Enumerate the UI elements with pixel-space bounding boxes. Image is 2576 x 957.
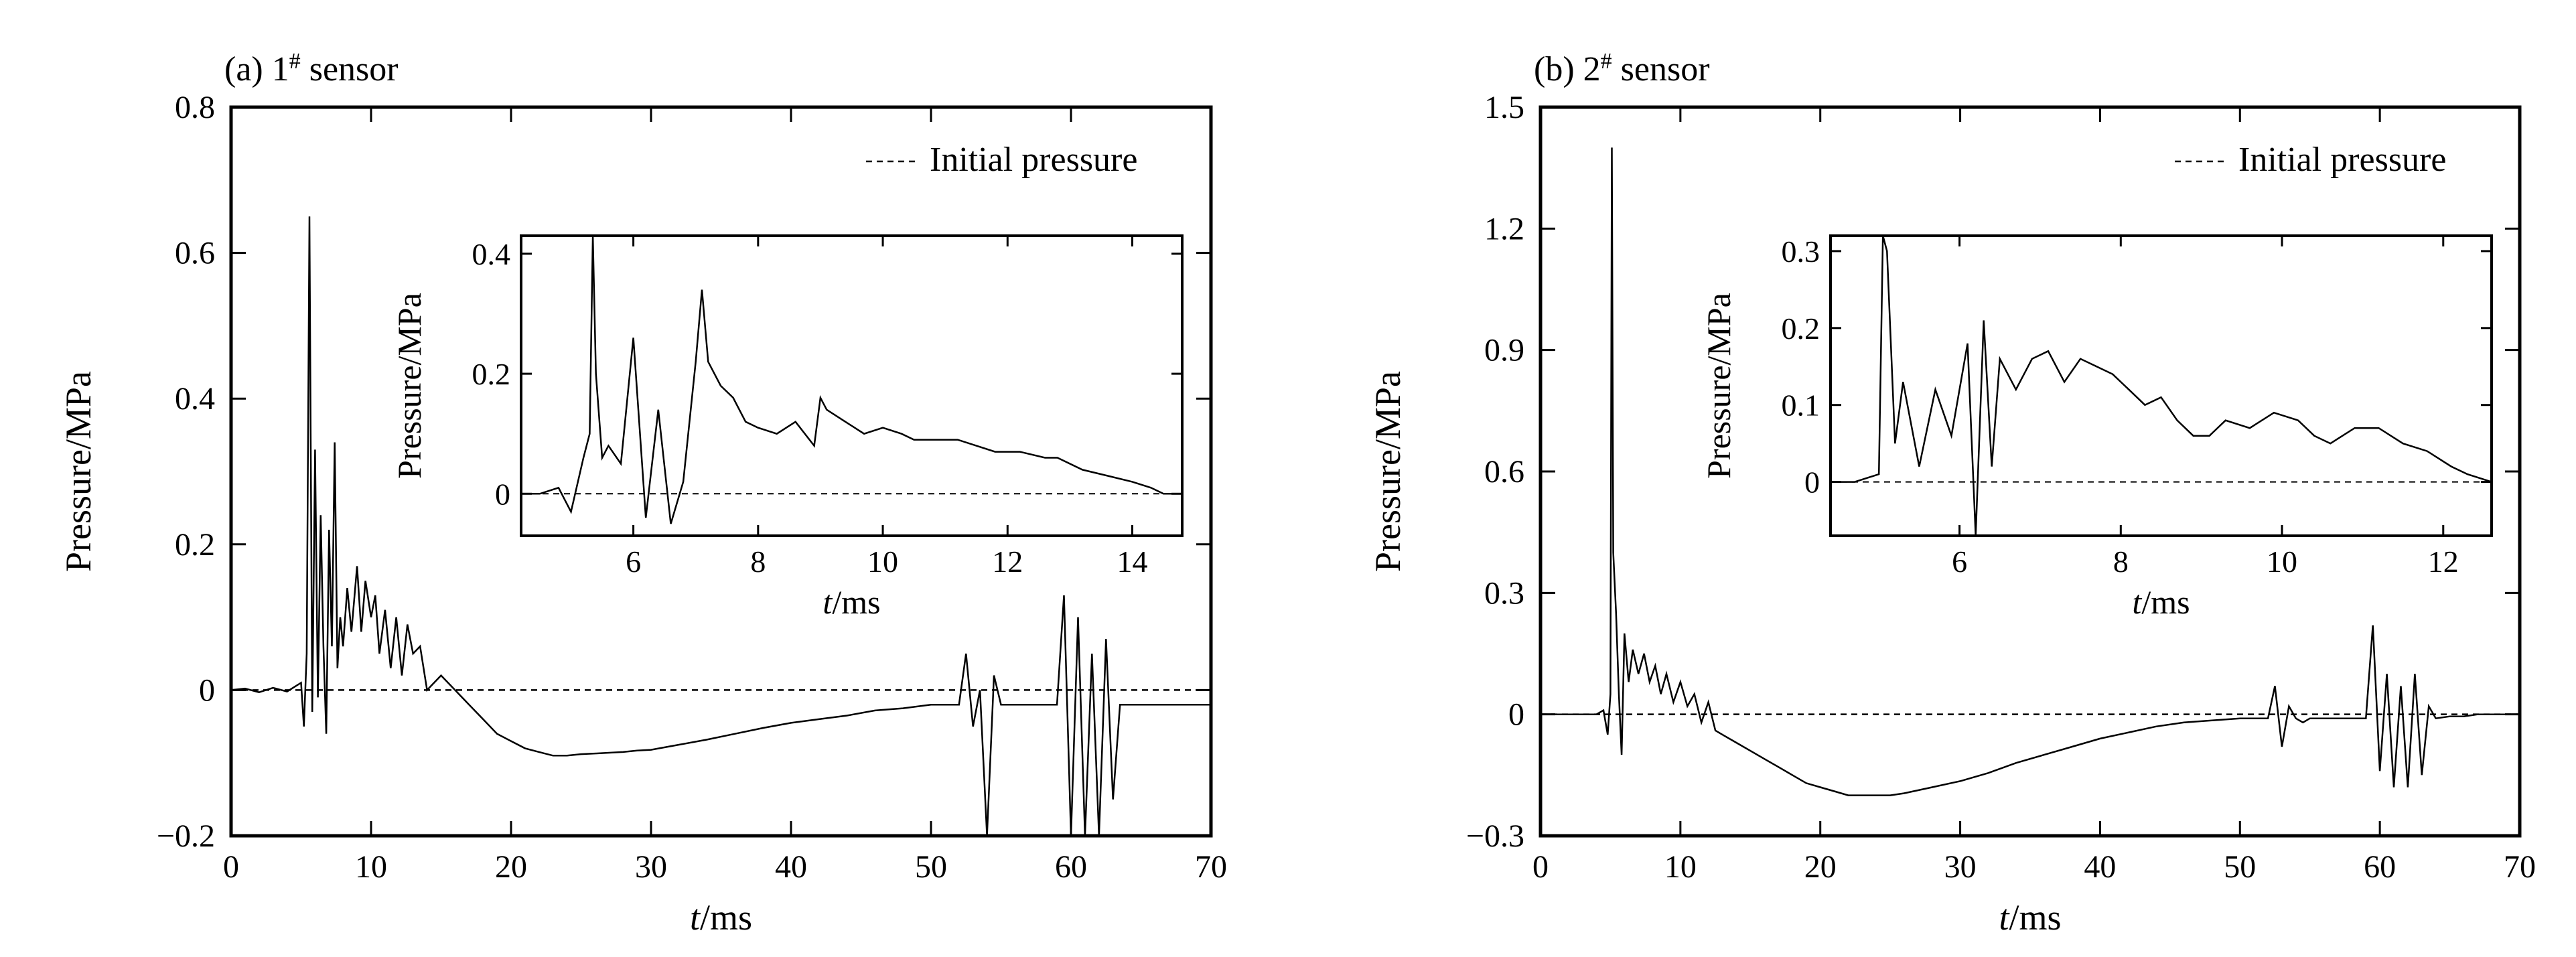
panel-b-title-sup: # <box>1601 49 1612 74</box>
panel-b-inset-x-tick-label: 10 <box>2267 544 2297 579</box>
panel-b-x-tick-label: 30 <box>1944 849 1977 885</box>
panel-b-y-tick-label: 0 <box>1508 697 1524 733</box>
panel-a-y-tick-label: −0.2 <box>157 818 215 854</box>
panel-a-x-axis-title-var: t <box>690 897 701 938</box>
panel-b-x-axis-title: t/ms <box>1999 897 2061 938</box>
panel-a-x-axis-title-unit: /ms <box>700 897 752 938</box>
panel-a-inset-background <box>521 236 1182 536</box>
panel-b-inset-y-axis-title: Pressure/MPa <box>1700 293 1737 479</box>
panel-b-inset-y-tick-label: 0.2 <box>1782 311 1820 346</box>
panel-a-title-tail: sensor <box>301 50 399 88</box>
panel-b-y-tick-label: 1.5 <box>1484 90 1524 125</box>
panel-a-inset-x-tick-label: 12 <box>992 544 1023 579</box>
panel-b-inset-plot-frame <box>1829 234 2493 537</box>
panel-a-y-tick-label: 0.2 <box>175 527 215 563</box>
panel-b-x-tick-label: 50 <box>2224 849 2256 885</box>
panel-b-x-axis-title-unit: /ms <box>2009 897 2061 938</box>
panel-b-inset-x-axis-title-var: t <box>2132 583 2142 621</box>
panel-b-title-main: (b) 2 <box>1534 50 1601 88</box>
panel-b-x-tick-label: 70 <box>2504 849 2536 885</box>
panel-a-title-main: (a) 1 <box>224 50 289 88</box>
panel-b-y-tick-label: 0.3 <box>1484 575 1524 611</box>
panel-a-y-axis-title: Pressure/MPa <box>58 371 98 572</box>
panel-b-y-tick-label: −0.3 <box>1466 818 1524 854</box>
panel-a-inset-x-tick-label: 14 <box>1117 544 1148 579</box>
panel-a-x-tick-label: 10 <box>355 849 387 885</box>
panel-b-title: (b) 2# sensor <box>1534 49 1710 89</box>
panel-a-inset-x-tick-label: 6 <box>626 544 641 579</box>
panel-a-x-tick-label: 40 <box>775 849 807 885</box>
panel-a-inset-y-axis-title: Pressure/MPa <box>390 293 428 479</box>
panel-a-x-tick-label: 60 <box>1055 849 1087 885</box>
panel-a-x-tick-label: 20 <box>495 849 527 885</box>
panel-a-y-tick-label: 0.4 <box>175 381 215 417</box>
panel-b-x-tick-label: 10 <box>1664 849 1697 885</box>
panel-a-inset-x-axis-title-var: t <box>822 583 833 621</box>
panel-a-y-tick-label: 0 <box>199 672 215 708</box>
panel-a-title: (a) 1# sensor <box>224 49 399 89</box>
panel-b-title-tail: sensor <box>1612 50 1710 88</box>
panel-b-y-tick-label: 0.9 <box>1484 333 1524 368</box>
panel-a-x-axis-title: t/ms <box>690 897 752 938</box>
panel-a-x-tick-label: 0 <box>223 849 239 885</box>
panel-a-legend-label: Initial pressure <box>930 141 1137 179</box>
panel-b-x-tick-label: 60 <box>2364 849 2396 885</box>
panel-b-inset-x-tick-label: 6 <box>1952 544 1967 579</box>
panel-a-inset-y-tick-label: 0.2 <box>472 357 511 391</box>
panel-a-inset-x-axis-title-unit: /ms <box>832 583 880 621</box>
panel-a-inset-x-tick-label: 8 <box>750 544 766 579</box>
panel-b-y-tick-label: 0.6 <box>1484 454 1524 490</box>
panel-b-inset-x-axis-title: t/ms <box>2132 583 2190 621</box>
panel-b-x-tick-label: 40 <box>2084 849 2116 885</box>
panel-b-inset: 6 8 10 12 0 0.1 0.2 0.3 t/ms Pressure/MPa <box>1700 234 2493 621</box>
panel-a-inset: 6 8 10 12 14 0 0.2 0.4 t/ms Pressure/MPa <box>390 234 1184 621</box>
panel-b-inset-y-tick-label: 0.1 <box>1782 388 1820 423</box>
panel-a-plot-frame <box>229 105 1213 838</box>
panel-b-inset-x-tick-label: 12 <box>2428 544 2459 579</box>
panel-b-inset-x-tick-label: 8 <box>2113 544 2129 579</box>
panel-b-y-axis-title: Pressure/MPa <box>1368 371 1408 572</box>
panel-a-inset-x-tick-label: 10 <box>867 544 898 579</box>
panel-b-x-axis-title-var: t <box>1999 897 2010 938</box>
panel-a-title-sup: # <box>289 49 301 74</box>
panel-a-y-tick-label: 0.6 <box>175 236 215 271</box>
panel-b-y-tick-label: 1.2 <box>1484 211 1524 246</box>
panel-a-inset-x-axis-title: t/ms <box>822 583 880 621</box>
panel-a-inset-plot-frame <box>520 234 1184 537</box>
panel-a-x-tick-label: 30 <box>635 849 667 885</box>
panel-b-x-tick-label: 20 <box>1804 849 1837 885</box>
panel-a-legend: Initial pressure <box>866 141 1137 179</box>
panel-b-inset-y-tick-label: 0.3 <box>1782 234 1820 269</box>
panel-b-inset-y-tick-label: 0 <box>1804 465 1820 500</box>
panel-a-x-tick-label: 50 <box>915 849 947 885</box>
panel-a-inset-y-tick-label: 0.4 <box>472 237 511 271</box>
panel-a-x-tick-label: 70 <box>1195 849 1227 885</box>
panel-b-legend-label: Initial pressure <box>2238 141 2446 179</box>
panel-b-x-tick-label: 0 <box>1532 849 1549 885</box>
panel-a-y-tick-label: 0.8 <box>175 90 215 125</box>
panel-b-legend: Initial pressure <box>2175 141 2446 179</box>
panel-a-inset-y-tick-label: 0 <box>495 477 510 511</box>
panel-b-inset-background <box>1831 236 2492 536</box>
panel-b-inset-x-axis-title-unit: /ms <box>2141 583 2190 621</box>
panel-a-inset-pressure-series-line <box>521 235 1182 524</box>
